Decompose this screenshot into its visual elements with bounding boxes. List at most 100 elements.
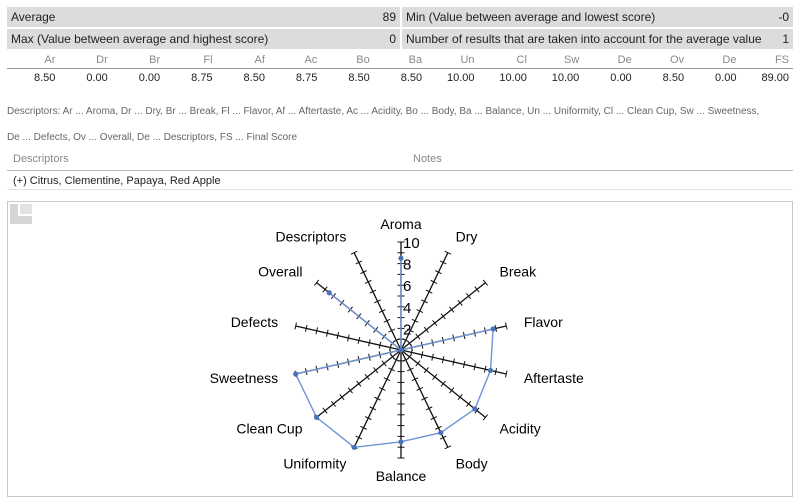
- tick-8-6: [369, 406, 377, 411]
- tick-6-9: [439, 435, 447, 440]
- tick-2-2: [415, 333, 421, 340]
- tick-4-7: [473, 363, 476, 371]
- tick-6-5: [421, 396, 428, 401]
- legend-line-1: Descriptors: Ar ... Aroma, Dr ... Dry, B…: [7, 106, 760, 117]
- max-label: Max (Value between average and highest s…: [11, 32, 269, 46]
- tick-6-2: [407, 367, 414, 372]
- category-label-6: Body: [456, 456, 488, 472]
- average-value: 89: [382, 10, 396, 24]
- tick-11-5: [347, 334, 350, 342]
- category-label-8: Uniformity: [283, 456, 346, 472]
- score-value-12: 8.50: [662, 72, 685, 84]
- min-cell: Min (Value between average and lowest sc…: [402, 7, 793, 27]
- radial-tick-label-4: 10: [403, 235, 420, 252]
- tick-6-10: [444, 445, 452, 450]
- tick-9-5: [356, 380, 362, 387]
- data-point-7: [398, 439, 404, 445]
- score-value-11: 0.00: [610, 72, 632, 84]
- tick-8-8: [360, 425, 367, 430]
- tick-6-8: [435, 425, 442, 430]
- tick-6-3: [411, 377, 419, 382]
- tick-2-9: [474, 286, 480, 293]
- tick-11-3: [368, 339, 371, 347]
- descriptor-legend: Descriptors: Ar ... Aroma, Dr ... Dry, B…: [7, 99, 793, 151]
- tick-2-8: [465, 293, 472, 300]
- data-point-6: [438, 430, 444, 436]
- tick-4-3: [431, 353, 434, 361]
- score-header-1: Dr: [59, 51, 112, 69]
- min-label: Min (Value between average and lowest sc…: [406, 10, 656, 24]
- tick-4-6: [462, 360, 466, 368]
- tick-9-4: [364, 373, 370, 380]
- category-label-1: Dry: [456, 228, 478, 244]
- score-header-row: Ar Dr Br Fl Af Ac Bo Ba Un Cl Sw De Ov De FS: [7, 51, 793, 69]
- category-label-4: Aftertaste: [524, 370, 584, 386]
- tick-1-7: [430, 279, 438, 284]
- tick-9-6: [347, 387, 353, 394]
- score-header-5: Ac: [268, 51, 322, 69]
- radar-chart-panel: Aroma Dry Break Flavor Aftertaste Acidity Body…: [7, 201, 793, 497]
- tick-1-8: [435, 270, 442, 275]
- score-header-12: Ov: [635, 51, 689, 69]
- category-label-13: Descriptors: [276, 228, 347, 244]
- tick-12-10: [313, 279, 320, 286]
- radial-tick-label-1: 4: [403, 300, 411, 317]
- data-point-10: [293, 371, 299, 377]
- data-point-5: [472, 406, 478, 412]
- tick-1-10: [444, 250, 452, 255]
- tick-1-3: [411, 318, 419, 323]
- category-label-2: Break: [500, 263, 538, 279]
- tick-2-4: [432, 320, 438, 327]
- tick-1-4: [416, 309, 424, 314]
- tick-8-3: [383, 377, 391, 382]
- tick-5-4: [432, 373, 438, 380]
- score-value-row: 8.50 0.00 0.00 8.75 8.50 8.75 8.50 8.50 10.00 10.…: [7, 69, 793, 88]
- tick-4-4: [441, 356, 445, 364]
- descriptors-header: Descriptors Notes: [7, 153, 793, 171]
- tick-13-9: [355, 260, 363, 265]
- tick-9-7: [339, 394, 345, 401]
- tick-9-3: [373, 367, 379, 374]
- tick-13-3: [383, 318, 391, 323]
- tick-3-10: [505, 322, 508, 330]
- category-label-11: Defects: [231, 314, 278, 330]
- tick-8-7: [364, 416, 372, 421]
- score-header-2: Br: [111, 51, 165, 69]
- tick-4-5: [452, 358, 455, 366]
- score-value-4: 8.50: [243, 72, 265, 84]
- tick-5-7: [457, 394, 463, 401]
- score-header-4: Af: [216, 51, 269, 69]
- score-value-9: 10.00: [499, 72, 527, 84]
- radial-tick-label-3: 8: [403, 257, 411, 274]
- tick-13-2: [388, 328, 395, 333]
- tick-2-6: [449, 306, 455, 313]
- min-value: -0: [778, 10, 789, 24]
- score-value-8: 10.00: [446, 72, 475, 84]
- tick-4-9: [494, 368, 498, 376]
- tick-5-2: [415, 360, 421, 367]
- score-header-10: Sw: [530, 51, 584, 69]
- score-value-3: 8.75: [191, 72, 213, 84]
- score-value-14: 89.00: [761, 72, 789, 84]
- tick-12-9: [322, 286, 328, 293]
- score-value-1: 0.00: [86, 72, 108, 84]
- tick-13-5: [374, 299, 381, 304]
- tick-1-2: [407, 328, 414, 333]
- score-header-11: De: [583, 51, 636, 69]
- tick-13-10: [350, 250, 358, 255]
- data-point-4: [487, 367, 494, 374]
- tick-5-3: [423, 367, 429, 374]
- score-header-6: Bo: [321, 51, 374, 69]
- score-value-0: 8.50: [33, 72, 56, 84]
- data-point-13: [398, 347, 404, 353]
- category-label-10: Sweetness: [210, 370, 278, 386]
- tick-9-8: [330, 400, 337, 407]
- data-point-12: [326, 290, 332, 296]
- tick-2-7: [457, 299, 463, 306]
- tick-4-10: [505, 370, 508, 378]
- tick-11-6: [336, 332, 340, 340]
- tick-11-4: [357, 336, 361, 344]
- tick-11-7: [326, 329, 329, 337]
- tick-13-4: [378, 309, 386, 314]
- tick-11-10: [294, 322, 297, 330]
